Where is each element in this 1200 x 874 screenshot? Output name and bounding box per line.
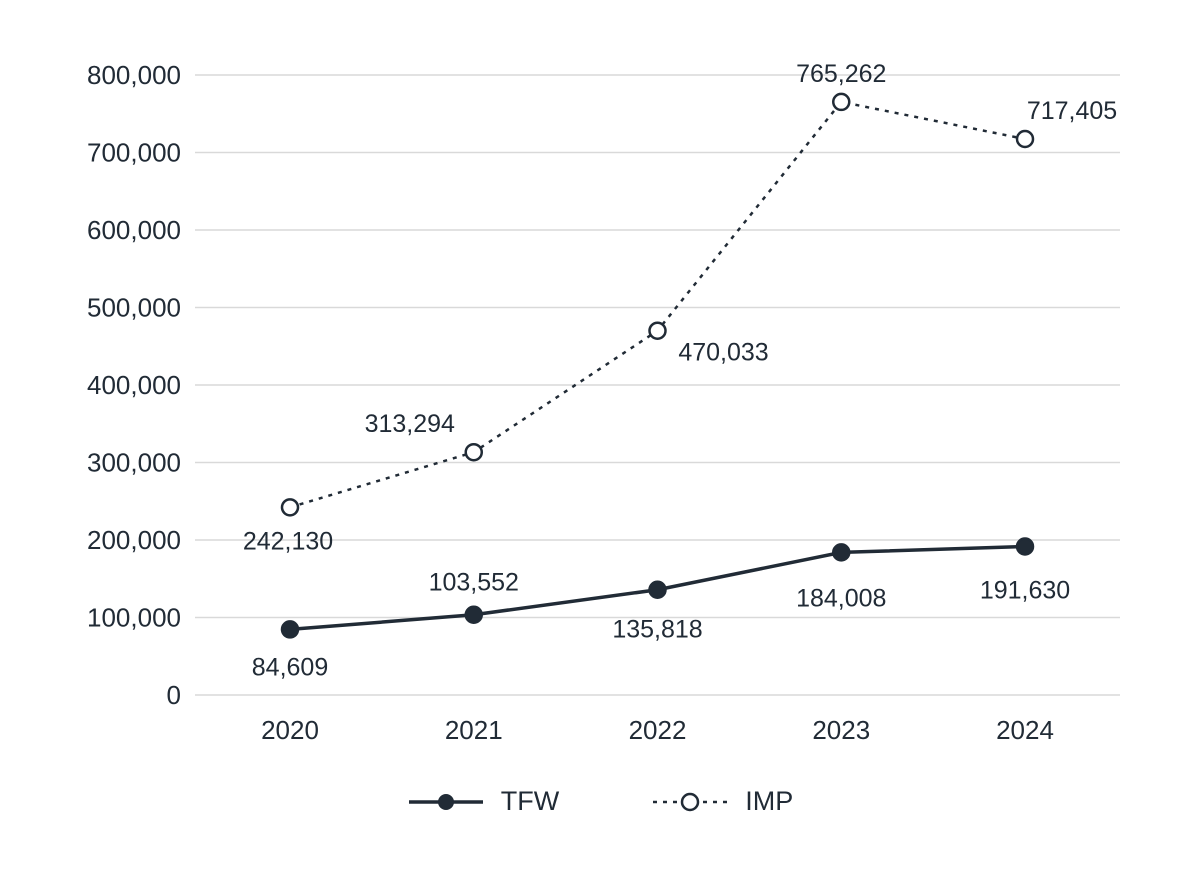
legend-item-imp: IMP [651,786,793,817]
tfw-point-2020 [280,620,300,639]
tfw-data-label-2021: 103,552 [429,569,519,597]
legend-item-tfw: TFW [407,786,559,817]
x-axis-tick-label: 2023 [812,715,870,745]
legend-label-imp: IMP [745,786,794,816]
x-axis-tick-label: 2024 [996,715,1054,745]
y-axis-tick-label: 700,000 [87,138,181,168]
imp-point-2023 [832,92,851,112]
y-axis-tick-label: 200,000 [87,525,181,555]
imp-data-label-2021: 313,294 [365,410,455,438]
chart-legend: TFW IMP [0,786,1200,817]
tfw-point-2024 [1015,537,1035,556]
legend-label-tfw: TFW [500,786,560,816]
tfw-point-2023 [832,543,851,562]
tfw-line-swatch [408,793,483,810]
imp-data-label-2022: 470,033 [678,339,768,367]
y-axis-tick-label: 600,000 [87,215,181,245]
y-axis-tick-label: 0 [167,680,181,710]
y-axis-tick-label: 400,000 [87,370,181,400]
tfw-data-label-2023: 184,008 [796,584,886,612]
imp-point-2021 [464,442,483,462]
imp-line [289,100,1026,509]
x-axis-tick-label: 2022 [629,715,687,745]
tfw-data-label-2024: 191,630 [980,576,1070,604]
imp-point-2024 [1015,129,1035,149]
imp-data-label-2024: 717,405 [1027,97,1117,125]
imp-point-2022 [648,321,667,340]
y-axis-tick-label: 500,000 [87,293,181,323]
tfw-point-2022 [648,580,667,599]
imp-point-2020 [280,498,300,517]
tfw-point-2021 [464,605,483,624]
y-axis-tick-label: 100,000 [87,603,181,633]
y-axis-tick-label: 800,000 [87,60,181,90]
tfw-data-label-2022: 135,818 [612,616,702,644]
tfw-data-label-2020: 84,609 [252,653,328,681]
plot-area: 0 100,000 200,000 300,000 400,000 500,000 600,… [87,60,1120,745]
x-axis-tick-label: 2020 [261,715,319,745]
imp-data-label-2020: 242,130 [243,527,333,555]
x-axis-tick-label: 2021 [445,715,503,745]
y-axis-tick-label: 300,000 [87,448,181,478]
imp-line-swatch [653,792,728,811]
imp-data-label-2023: 765,262 [796,60,886,88]
